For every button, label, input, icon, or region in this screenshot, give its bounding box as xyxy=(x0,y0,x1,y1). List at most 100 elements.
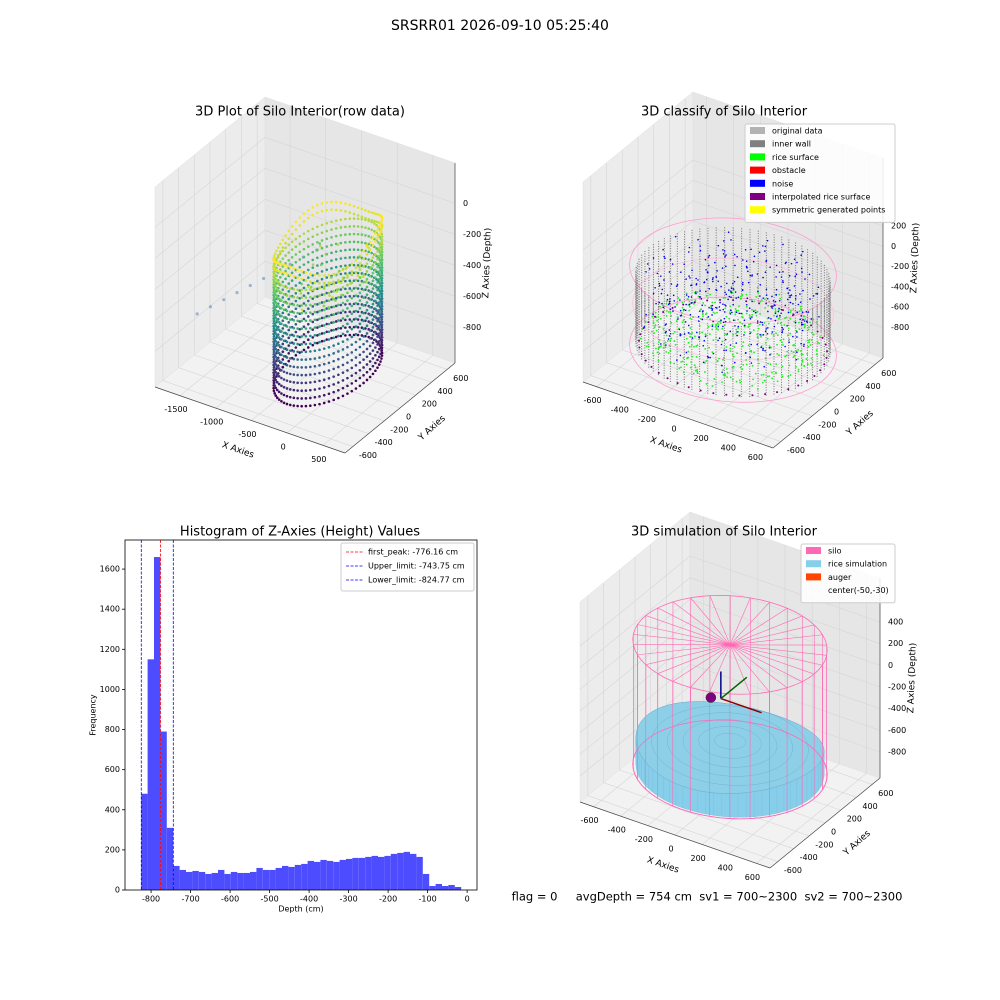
point-cloud xyxy=(300,397,303,400)
point-cloud xyxy=(279,250,282,253)
point-cloud xyxy=(287,352,291,355)
point-cloud xyxy=(344,272,347,275)
point-cloud xyxy=(334,200,338,204)
rice-point xyxy=(734,308,737,310)
rice-point xyxy=(699,380,702,382)
point-cloud xyxy=(332,383,335,386)
point-cloud xyxy=(337,326,340,330)
bar xyxy=(435,883,442,890)
point-cloud xyxy=(277,398,281,401)
rice-point xyxy=(719,322,722,325)
rice-point xyxy=(792,356,795,359)
point-cloud xyxy=(306,322,310,326)
rice-point xyxy=(787,327,790,330)
point-cloud xyxy=(272,389,276,393)
point-cloud xyxy=(379,305,382,309)
rice-surface xyxy=(769,786,778,815)
point-cloud xyxy=(334,258,338,261)
rice-point xyxy=(685,337,688,340)
noise-point xyxy=(687,251,690,253)
point-cloud xyxy=(285,301,289,305)
rice-point xyxy=(745,359,748,361)
point-cloud xyxy=(380,354,384,357)
point-cloud xyxy=(302,240,306,243)
noise-point xyxy=(712,277,714,279)
grid-line xyxy=(225,328,416,396)
point-cloud xyxy=(354,356,358,359)
x-tick-label: -400 xyxy=(300,895,318,904)
bar xyxy=(275,867,282,890)
y-tick-label: 0 xyxy=(831,828,836,837)
rice-point xyxy=(748,314,751,317)
noise-point xyxy=(685,278,687,280)
rice-point xyxy=(738,305,740,308)
point-cloud xyxy=(350,343,354,346)
noise-point xyxy=(732,282,734,285)
point-cloud xyxy=(376,257,379,261)
silo-wire xyxy=(729,615,803,646)
point-cloud xyxy=(274,340,278,343)
rice-point xyxy=(739,297,742,300)
point-cloud xyxy=(275,396,279,400)
rice-point xyxy=(722,358,724,361)
rice-point xyxy=(705,312,708,315)
point-cloud xyxy=(330,313,333,317)
point-cloud xyxy=(327,392,331,396)
x-axis-line xyxy=(154,386,346,454)
point-cloud xyxy=(280,376,283,380)
rice-point xyxy=(766,317,769,320)
point-cloud xyxy=(354,286,358,290)
point-cloud xyxy=(358,322,362,326)
noise-point xyxy=(789,301,792,304)
rice-point xyxy=(656,319,659,322)
point-cloud xyxy=(311,328,315,331)
rice-point xyxy=(800,363,803,366)
point-cloud xyxy=(300,282,303,286)
rice-point xyxy=(779,316,781,319)
rice-point xyxy=(795,329,798,332)
point-cloud xyxy=(352,217,356,220)
rice-point xyxy=(665,315,668,317)
bar xyxy=(269,869,276,890)
noise-point xyxy=(723,349,725,352)
point-cloud xyxy=(311,250,315,254)
rice-point xyxy=(741,315,743,318)
rice-point xyxy=(780,324,783,327)
point-cloud xyxy=(311,206,315,209)
bar xyxy=(294,864,302,890)
bar xyxy=(448,884,455,890)
point-cloud xyxy=(294,299,298,303)
noise-point xyxy=(718,306,721,308)
point-cloud xyxy=(285,264,289,268)
point-cloud xyxy=(337,350,340,353)
y-tick-label: 600 xyxy=(881,369,896,378)
noise-point xyxy=(701,310,704,313)
point-cloud xyxy=(318,364,321,367)
point-cloud xyxy=(318,317,321,321)
rice-point xyxy=(659,345,661,348)
silo-wire xyxy=(729,644,770,693)
rice-point xyxy=(724,307,727,310)
point-cloud xyxy=(273,384,276,387)
point-cloud xyxy=(374,260,377,264)
point-cloud xyxy=(296,268,299,272)
point-cloud xyxy=(337,319,340,322)
rice-point xyxy=(797,368,800,371)
noise-point xyxy=(736,334,738,337)
rice-point xyxy=(735,380,738,383)
rice-point xyxy=(659,305,661,308)
point-cloud xyxy=(281,334,285,338)
noise-point xyxy=(733,253,736,256)
bar xyxy=(243,872,250,890)
point-cloud xyxy=(302,271,306,274)
point-cloud xyxy=(282,339,286,343)
rice-point xyxy=(756,333,759,336)
rice-point xyxy=(689,327,692,329)
noise-point xyxy=(778,299,781,302)
noise-point xyxy=(666,294,669,296)
point-cloud xyxy=(334,335,338,339)
rice-point xyxy=(673,331,676,333)
rice-point xyxy=(682,371,685,374)
point-cloud xyxy=(296,389,299,392)
point-cloud xyxy=(273,376,276,380)
